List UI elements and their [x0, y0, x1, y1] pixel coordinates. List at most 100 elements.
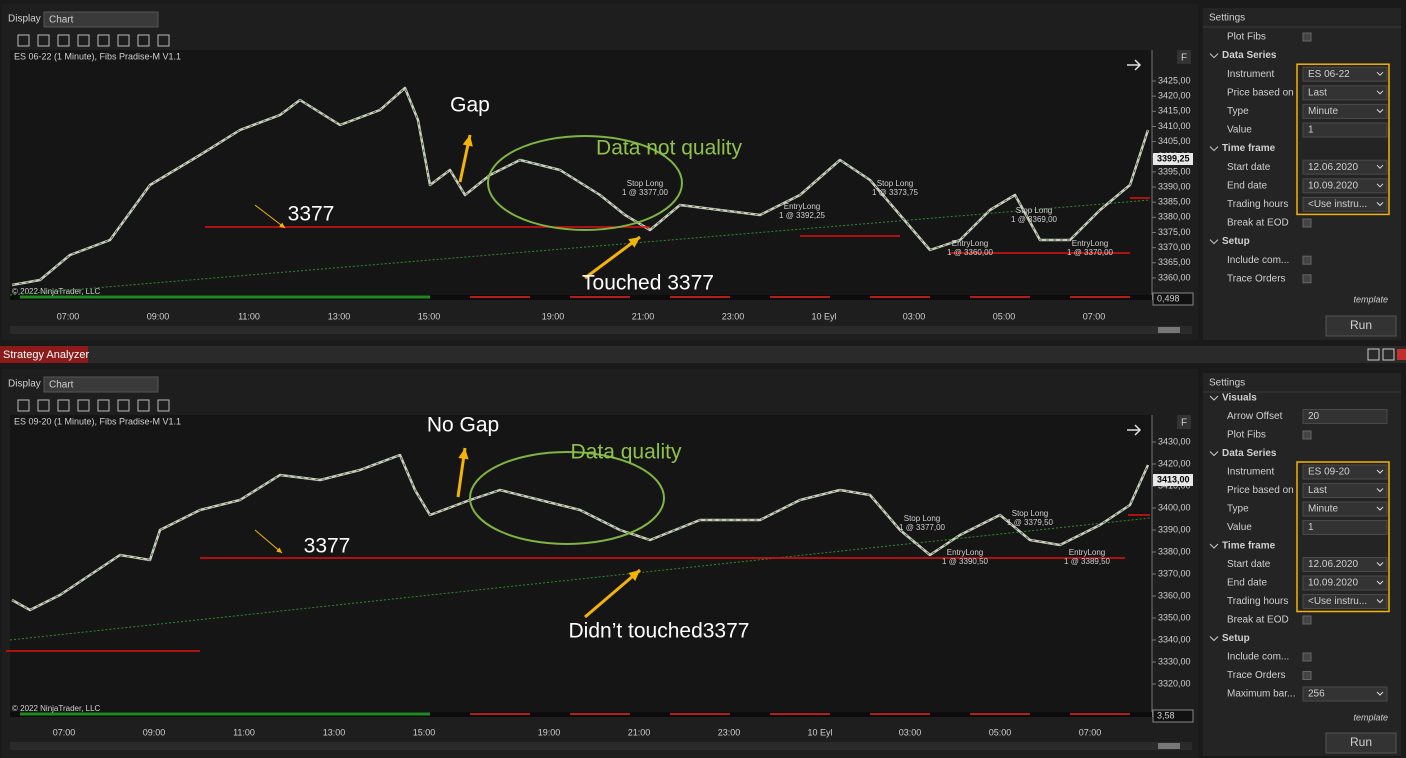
indicator-marker-box: [1152, 292, 1194, 306]
checkbox[interactable]: [1302, 652, 1312, 662]
price-line: [11, 86, 1150, 287]
checkbox[interactable]: [1302, 615, 1312, 625]
x-tick-label: 13:00: [323, 727, 346, 737]
toolbar-icon[interactable]: [77, 34, 90, 47]
toolbar-icon[interactable]: [157, 34, 170, 47]
f-button[interactable]: [1177, 415, 1191, 429]
trade-label-name: EntryLong: [1072, 239, 1108, 248]
setting-field[interactable]: [1302, 594, 1388, 609]
checkbox[interactable]: [1302, 430, 1312, 440]
toolbar-icon[interactable]: [117, 399, 130, 412]
toolbar-icon[interactable]: [97, 34, 110, 47]
checkbox[interactable]: [1302, 32, 1312, 42]
checkbox[interactable]: [1302, 671, 1312, 680]
toolbar-icon[interactable]: [157, 399, 170, 412]
toolbar-icon[interactable]: [137, 399, 150, 412]
section-caret[interactable]: [1209, 636, 1219, 642]
section-header: Setup: [1222, 633, 1250, 644]
scroll-thumb[interactable]: [1158, 743, 1180, 749]
checkbox[interactable]: [1302, 218, 1312, 228]
setting-field[interactable]: [1302, 103, 1388, 119]
run-button[interactable]: [1325, 315, 1397, 337]
highlight-ellipse: [469, 451, 665, 545]
toolbar-icon[interactable]: [97, 399, 110, 412]
setting-field[interactable]: [1302, 122, 1388, 138]
toolbar-icon[interactable]: [17, 399, 30, 412]
x-tick-label: 19:00: [542, 311, 565, 321]
setting-label: End date: [1227, 578, 1267, 589]
setting-label: Break at EOD: [1227, 218, 1289, 229]
setting-label: Value: [1227, 522, 1252, 533]
setting-field[interactable]: [1302, 520, 1388, 535]
toolbar-icon[interactable]: [137, 34, 150, 47]
y-tick-label: 3380,00: [1158, 212, 1191, 222]
dropdown-caret: [1376, 183, 1384, 188]
maximize-button[interactable]: [1382, 348, 1395, 361]
setting-value: Last: [1308, 87, 1327, 98]
indicator-marker-box: [1152, 709, 1194, 723]
setting-label: Instrument: [1227, 69, 1274, 80]
close-button[interactable]: [1397, 349, 1406, 360]
template-link[interactable]: template: [1353, 294, 1388, 304]
toolbar-icon[interactable]: [57, 399, 70, 412]
window-title: Strategy Analyzer: [3, 349, 90, 361]
template-link[interactable]: template: [1353, 712, 1388, 722]
section-caret[interactable]: [1209, 543, 1219, 549]
checkbox[interactable]: [1302, 255, 1312, 265]
run-label: Run: [1350, 318, 1372, 332]
setting-label: Type: [1227, 106, 1249, 117]
setting-field[interactable]: [1302, 178, 1388, 194]
setting-field[interactable]: [1302, 159, 1388, 175]
run-button[interactable]: [1325, 732, 1397, 754]
display-dropdown[interactable]: [43, 11, 159, 28]
f-button[interactable]: [1177, 50, 1191, 64]
setting-field[interactable]: [1302, 686, 1388, 702]
section-caret[interactable]: [1209, 451, 1219, 457]
copyright: © 2022 NinjaTrader, LLC: [12, 704, 101, 713]
copyright: © 2022 NinjaTrader, LLC: [12, 287, 101, 296]
y-tick-label: 3340,00: [1158, 634, 1191, 644]
section-header: Time frame: [1222, 143, 1276, 154]
section-caret[interactable]: [1209, 239, 1219, 245]
toolbar-icon[interactable]: [37, 399, 50, 412]
setting-field[interactable]: [1302, 483, 1388, 498]
price-marker-box: [1153, 474, 1193, 486]
x-tick-label: 15:00: [418, 311, 441, 321]
toolbar-icon[interactable]: [17, 34, 30, 47]
y-tick-label: 3370,00: [1158, 242, 1191, 252]
setting-field[interactable]: [1302, 85, 1388, 101]
setting-field[interactable]: [1302, 409, 1388, 424]
setting-field[interactable]: [1302, 557, 1388, 572]
checkbox[interactable]: [1302, 274, 1312, 284]
scroll-thumb[interactable]: [1158, 327, 1180, 333]
setting-label: Type: [1227, 504, 1249, 515]
scrollbar[interactable]: [10, 326, 1192, 334]
section-caret[interactable]: [1209, 53, 1219, 59]
x-tick-label: 23:00: [722, 311, 745, 321]
y-tick-label: 3420,00: [1158, 458, 1191, 468]
minimize-button[interactable]: [1367, 348, 1380, 361]
annotation: Gap: [450, 94, 490, 117]
setting-field[interactable]: [1302, 464, 1388, 480]
setting-field[interactable]: [1302, 501, 1388, 517]
toolbar-icon[interactable]: [117, 34, 130, 47]
setting-value: 20: [1308, 411, 1320, 422]
setting-field[interactable]: [1302, 196, 1388, 212]
toolbar-icon[interactable]: [37, 34, 50, 47]
setting-field[interactable]: [1302, 66, 1388, 82]
toolbar-icon[interactable]: [77, 399, 90, 412]
toolbar-icon[interactable]: [57, 34, 70, 47]
y-tick-label: 3395,00: [1158, 166, 1191, 176]
section-caret[interactable]: [1209, 146, 1219, 152]
scrollbar[interactable]: [10, 742, 1192, 750]
section-caret[interactable]: [1209, 395, 1219, 401]
x-tick-label: 09:00: [143, 727, 166, 737]
arrow-head: [628, 570, 640, 581]
annotation: Touched 3377: [582, 272, 714, 295]
section-header: Setup: [1222, 236, 1250, 247]
dropdown-caret: [1376, 90, 1384, 95]
display-dropdown[interactable]: [43, 376, 159, 393]
setting-field[interactable]: [1302, 575, 1388, 591]
y-tick-label: 3400,00: [1158, 502, 1191, 512]
setting-label: Value: [1227, 125, 1252, 136]
